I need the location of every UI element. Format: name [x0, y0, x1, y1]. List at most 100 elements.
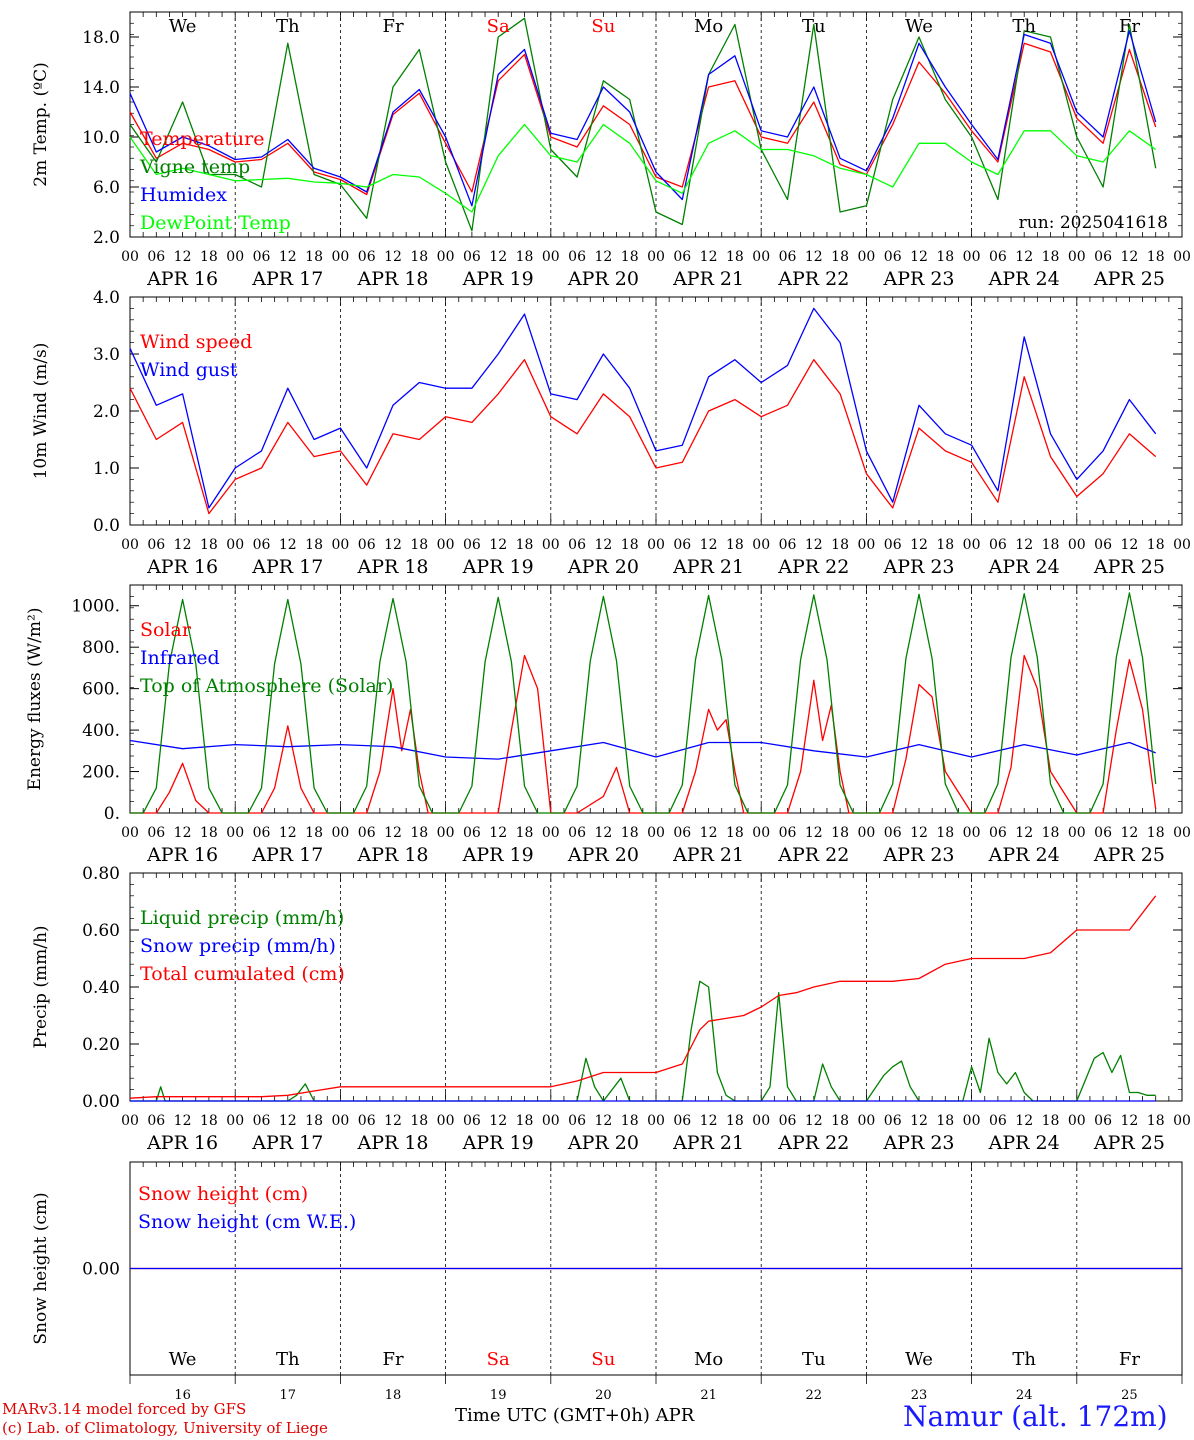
weekday-label: We — [905, 1349, 933, 1370]
y-tick-label: 1.0 — [93, 459, 120, 479]
date-label: APR 19 — [462, 556, 534, 578]
hour-label: 00 — [226, 249, 244, 265]
date-label: APR 19 — [462, 844, 534, 866]
hour-label: 00 — [963, 249, 981, 265]
hour-label: 06 — [147, 1113, 165, 1129]
hour-label: 06 — [568, 1113, 586, 1129]
hour-label: 18 — [726, 825, 744, 841]
date-label: APR 25 — [1093, 1132, 1165, 1154]
hour-label: 12 — [1120, 1113, 1138, 1129]
date-label: APR 24 — [988, 556, 1060, 578]
hour-label: 00 — [542, 537, 560, 553]
date-label: APR 22 — [777, 268, 849, 290]
hour-label: 06 — [989, 1113, 1007, 1129]
hour-label: 06 — [1094, 825, 1112, 841]
date-label: APR 24 — [988, 1132, 1060, 1154]
hour-label: 12 — [489, 1113, 507, 1129]
hour-label: 00 — [647, 825, 665, 841]
hour-label: 12 — [384, 249, 402, 265]
hour-label: 06 — [779, 537, 797, 553]
y-tick-label: 800. — [82, 638, 120, 658]
hour-label: 18 — [936, 537, 954, 553]
hour-label: 06 — [989, 249, 1007, 265]
hour-label: 12 — [489, 537, 507, 553]
hour-label: 18 — [936, 1113, 954, 1129]
hour-label: 18 — [410, 1113, 428, 1129]
model-credit: MARv3.14 model forced by GFS (c) Lab. of… — [2, 1400, 328, 1438]
weekday-label: Mo — [694, 16, 723, 37]
hour-label: 18 — [200, 249, 218, 265]
hour-label: 00 — [963, 1113, 981, 1129]
hour-label: 00 — [121, 249, 139, 265]
date-label: APR 20 — [567, 556, 639, 578]
hour-label: 00 — [857, 1113, 875, 1129]
hour-label: 18 — [305, 249, 323, 265]
y-tick-label: 6.0 — [93, 178, 120, 198]
date-label: APR 19 — [462, 268, 534, 290]
hour-label: 00 — [752, 249, 770, 265]
hour-label: 18 — [1147, 1113, 1165, 1129]
hour-label: 18 — [936, 249, 954, 265]
y-axis-label: 10m Wind (m/s) — [31, 343, 51, 480]
y-tick-label: 1000. — [71, 597, 120, 617]
y-tick-label: 0.60 — [82, 921, 120, 941]
hour-label: 06 — [463, 825, 481, 841]
hour-label: 18 — [516, 249, 534, 265]
hour-label: 06 — [884, 1113, 902, 1129]
run-annotation: run: 2025041618 — [1019, 213, 1168, 233]
day-number: 24 — [1016, 1388, 1033, 1403]
weekday-label: We — [905, 16, 933, 37]
hour-label: 18 — [726, 1113, 744, 1129]
series-line — [129, 17, 1157, 232]
hour-label: 00 — [542, 825, 560, 841]
date-label: APR 19 — [462, 1132, 534, 1154]
hour-label: 00 — [1068, 1113, 1086, 1129]
hour-label: 06 — [568, 537, 586, 553]
y-tick-label: 4.0 — [93, 288, 120, 308]
hour-label: 06 — [358, 537, 376, 553]
y-tick-label: 0.00 — [82, 1092, 120, 1112]
legend-entry: Infrared — [140, 647, 220, 669]
hour-label: 06 — [568, 249, 586, 265]
weekday-label: Fr — [382, 16, 403, 37]
date-label: APR 24 — [988, 844, 1060, 866]
y-tick-label: 3.0 — [93, 345, 120, 365]
day-number: 19 — [490, 1388, 507, 1403]
hour-label: 00 — [1173, 1113, 1191, 1129]
hour-label: 18 — [410, 249, 428, 265]
y-tick-label: 18.0 — [82, 28, 120, 48]
hour-label: 00 — [226, 825, 244, 841]
date-label: APR 20 — [567, 268, 639, 290]
y-tick-label: 400. — [82, 721, 120, 741]
hour-label: 18 — [621, 249, 639, 265]
date-label: APR 18 — [356, 556, 428, 578]
day-number: 21 — [700, 1388, 717, 1403]
date-label: APR 25 — [1093, 556, 1165, 578]
date-label: APR 20 — [567, 844, 639, 866]
legend-entry: Total cumulated (cm) — [140, 963, 345, 985]
hour-label: 00 — [857, 537, 875, 553]
y-tick-label: 0.20 — [82, 1035, 120, 1055]
hour-label: 06 — [358, 249, 376, 265]
date-label: APR 22 — [777, 556, 849, 578]
hour-label: 00 — [331, 825, 349, 841]
series-line — [129, 42, 1157, 196]
hour-label: 18 — [516, 825, 534, 841]
legend-entry: Humidex — [140, 184, 227, 206]
date-label: APR 21 — [672, 268, 744, 290]
hour-label: 00 — [963, 825, 981, 841]
hour-label: 06 — [779, 1113, 797, 1129]
hour-label: 12 — [805, 1113, 823, 1129]
hour-label: 06 — [253, 249, 271, 265]
hour-label: 06 — [147, 537, 165, 553]
hour-label: 00 — [331, 537, 349, 553]
series-line — [130, 980, 1156, 1102]
hour-label: 12 — [384, 537, 402, 553]
hour-label: 18 — [1042, 537, 1060, 553]
hour-label: 18 — [305, 537, 323, 553]
series-line — [129, 359, 1157, 515]
hour-label: 12 — [594, 537, 612, 553]
hour-label: 12 — [1120, 825, 1138, 841]
hour-label: 18 — [305, 1113, 323, 1129]
hour-label: 18 — [621, 537, 639, 553]
